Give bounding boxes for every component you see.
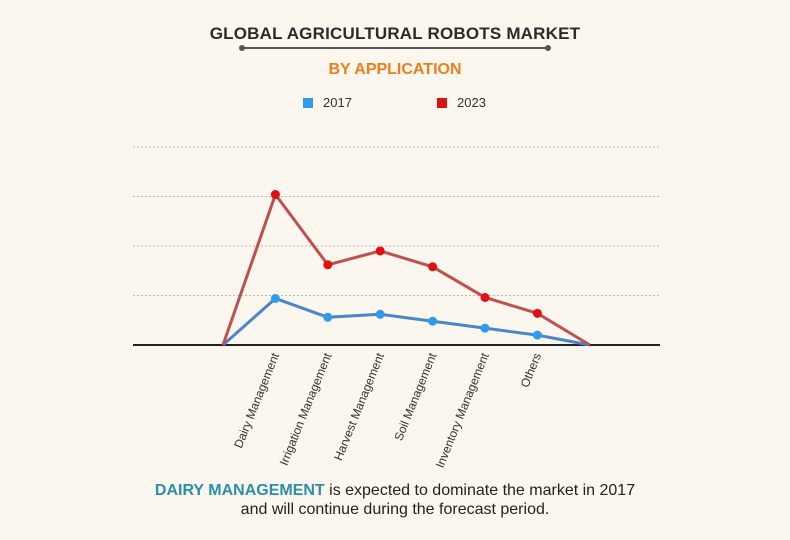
series-line-2017 <box>222 296 591 347</box>
legend-label-2017: 2017 <box>323 95 352 110</box>
data-point-2017 <box>532 330 542 340</box>
data-point-2017 <box>428 316 438 326</box>
chart-title: GLOBAL AGRICULTURAL ROBOTS MARKET <box>209 24 581 43</box>
legend-swatch-2023 <box>437 97 447 108</box>
data-point-2017 <box>375 309 385 319</box>
data-point-2023 <box>323 260 333 270</box>
legend-item-2023: 2023 <box>437 95 486 110</box>
data-point-2023 <box>375 246 385 256</box>
footer-line-2: and will continue during the forecast pe… <box>240 501 550 518</box>
legend-label-2023: 2023 <box>457 95 486 110</box>
legend-item-2017: 2017 <box>303 95 352 110</box>
x-tick-label: Irrigation Management <box>277 350 335 467</box>
x-tick-label: Soil Management <box>391 350 439 442</box>
footer-line-1-rest: is expected to dominate the market in 20… <box>324 482 636 499</box>
data-point-2017 <box>480 323 490 333</box>
data-point-2017 <box>270 293 280 303</box>
footer-text: DAIRY MANAGEMENT is expected to dominate… <box>0 481 790 519</box>
series-line-2023 <box>221 193 591 347</box>
legend: 2017 2023 <box>0 95 790 115</box>
data-point-2017 <box>323 312 333 322</box>
x-tick-label: Inventory Management <box>433 350 492 470</box>
data-point-2023 <box>480 292 490 302</box>
legend-swatch-2017 <box>303 97 313 108</box>
data-point-2023 <box>270 190 280 200</box>
data-point-2023 <box>532 308 542 318</box>
data-point-2023 <box>428 262 438 272</box>
footer-line-1: DAIRY MANAGEMENT is expected to dominate… <box>0 481 790 500</box>
x-tick-label: Dairy Management <box>231 350 282 450</box>
x-tick-label: Harvest Management <box>331 350 387 462</box>
footer-highlight: DAIRY MANAGEMENT <box>154 482 325 499</box>
chart-subtitle: BY APPLICATION <box>328 61 462 78</box>
title-divider <box>239 45 551 51</box>
x-tick-label: Others <box>518 351 544 390</box>
